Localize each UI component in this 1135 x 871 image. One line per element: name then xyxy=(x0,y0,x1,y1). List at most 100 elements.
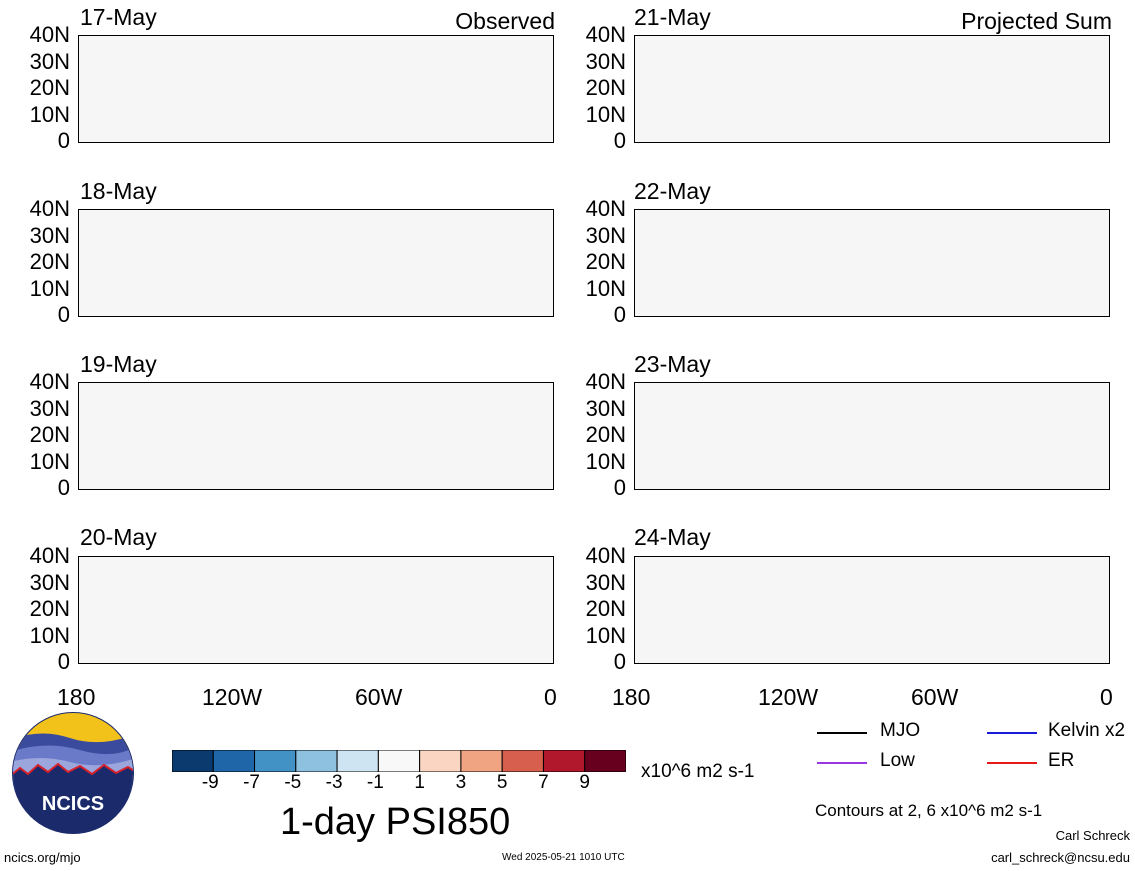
lat-label: 30N xyxy=(29,222,70,248)
lat-label: 0 xyxy=(613,128,626,153)
lat-label: 10N xyxy=(29,448,70,474)
legend-label-mjo: MJO xyxy=(880,720,921,741)
footer-timestamp: Wed 2025-05-21 1010 UTC xyxy=(502,852,625,863)
legend-label-low: Low xyxy=(880,750,915,771)
lon-label-120w: 120W xyxy=(202,684,263,710)
lat-label: 10N xyxy=(29,622,70,648)
colorbar-tick-label: 5 xyxy=(496,772,508,793)
panel-date-4: 20-May xyxy=(80,524,157,550)
panel-date-1: 17-May xyxy=(80,4,157,30)
ncics-logo: NCICS xyxy=(10,710,136,836)
legend-label-er: ER xyxy=(1048,750,1075,771)
lat-label: 10N xyxy=(585,275,626,301)
legend-label-kelvin: Kelvin x2 xyxy=(1048,720,1126,741)
colorbar xyxy=(171,749,627,773)
lat-label: 40N xyxy=(29,543,70,568)
colorbar-tick-label: 1 xyxy=(414,772,425,793)
colorbar-units: x10^6 m2 s-1 xyxy=(641,761,755,782)
lat-label: 0 xyxy=(613,475,626,500)
lat-label: 20N xyxy=(29,596,70,621)
panel-date-2: 18-May xyxy=(80,178,157,204)
map-panel-proj-2 xyxy=(634,209,1110,317)
lat-label: 30N xyxy=(29,395,70,421)
lon-label-120w-right: 120W xyxy=(758,684,819,710)
footer-author: Carl Schreck xyxy=(1055,828,1130,843)
lat-label: 0 xyxy=(57,302,70,327)
lat-label: 10N xyxy=(29,275,70,301)
lat-label: 10N xyxy=(585,448,626,474)
colorbar-swatch xyxy=(254,749,297,773)
lat-label: 40N xyxy=(29,22,70,47)
observed-label: Observed xyxy=(455,8,555,34)
lon-label-180-right: 180 xyxy=(612,684,651,710)
colorbar-tick-label: -9 xyxy=(201,772,219,793)
panel-date-5: 21-May xyxy=(634,4,711,30)
colorbar-swatch xyxy=(419,749,462,773)
lat-label: 0 xyxy=(57,128,70,153)
lat-label: 10N xyxy=(585,101,626,127)
lat-label: 30N xyxy=(585,569,626,595)
lon-label-0-right: 0 xyxy=(1100,684,1113,710)
lat-label: 30N xyxy=(585,48,626,74)
colorbar-tick-label: 3 xyxy=(455,772,467,793)
colorbar-tick-label: 7 xyxy=(538,772,549,793)
panel-date-7: 23-May xyxy=(634,351,711,377)
legend-line-er xyxy=(987,762,1037,764)
legend-line-low xyxy=(817,762,867,764)
lat-label: 0 xyxy=(57,649,70,674)
lat-label: 40N xyxy=(585,369,626,394)
lat-label: 0 xyxy=(613,302,626,327)
panel-date-6: 22-May xyxy=(634,178,711,204)
map-panel-proj-1 xyxy=(634,35,1110,143)
lat-label: 20N xyxy=(585,249,626,274)
lat-label: 40N xyxy=(585,22,626,47)
colorbar-swatch xyxy=(377,749,421,773)
footer-url: ncics.org/mjo xyxy=(4,850,81,865)
lon-label-60w-right: 60W xyxy=(911,684,959,710)
lat-label: 30N xyxy=(29,48,70,74)
colorbar-swatch xyxy=(295,749,338,773)
lat-label: 0 xyxy=(57,475,70,500)
logo-text: NCICS xyxy=(42,793,104,815)
map-panel-obs-2 xyxy=(78,209,554,317)
lat-label: 20N xyxy=(585,422,626,447)
lat-label: 10N xyxy=(585,622,626,648)
lat-label: 40N xyxy=(29,369,70,394)
colorbar-tick-label: -5 xyxy=(284,772,302,793)
colorbar-tick-label: -7 xyxy=(243,772,260,793)
lat-label: 20N xyxy=(29,249,70,274)
lat-label: 30N xyxy=(29,569,70,595)
map-panel-obs-1 xyxy=(78,35,554,143)
lat-label: 20N xyxy=(585,596,626,621)
lon-label-60w: 60W xyxy=(355,684,403,710)
colorbar-swatch xyxy=(171,749,214,773)
colorbar-swatch xyxy=(584,749,627,773)
projected-label: Projected Sum xyxy=(961,8,1112,34)
lat-label: 20N xyxy=(29,75,70,100)
panel-date-8: 24-May xyxy=(634,524,711,550)
panel-date-3: 19-May xyxy=(80,351,157,377)
lat-label: 40N xyxy=(585,543,626,568)
colorbar-tick-label: -3 xyxy=(325,772,343,793)
map-panel-proj-4 xyxy=(634,556,1110,664)
map-panel-obs-4 xyxy=(78,556,554,664)
colorbar-swatch xyxy=(501,749,544,773)
map-panel-proj-3 xyxy=(634,382,1110,490)
colorbar-swatch xyxy=(212,749,256,773)
lat-label: 40N xyxy=(29,196,70,221)
map-panel-obs-3 xyxy=(78,382,554,490)
lat-label: 0 xyxy=(613,649,626,674)
legend-line-kelvin xyxy=(987,732,1037,734)
lat-label: 30N xyxy=(585,395,626,421)
colorbar-swatch xyxy=(460,749,503,773)
footer-email: carl_schreck@ncsu.edu xyxy=(991,850,1130,865)
colorbar-swatch xyxy=(336,749,379,773)
lat-label: 30N xyxy=(585,222,626,248)
contour-note: Contours at 2, 6 x10^6 m2 s-1 xyxy=(815,801,1043,820)
lat-label: 40N xyxy=(585,196,626,221)
lon-label-180: 180 xyxy=(57,684,96,710)
lat-label: 20N xyxy=(585,75,626,100)
lat-label: 20N xyxy=(29,422,70,447)
colorbar-swatch xyxy=(542,749,586,773)
colorbar-tick-label: 9 xyxy=(579,772,590,793)
